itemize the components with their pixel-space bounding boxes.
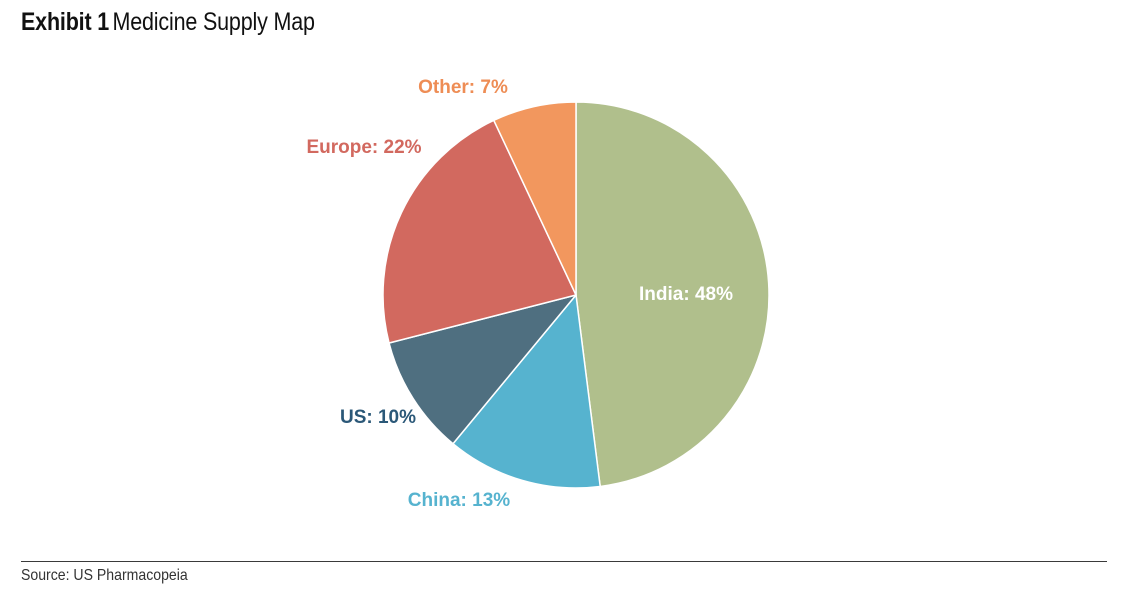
slice-label-china: China: 13% bbox=[408, 490, 511, 511]
footer-divider bbox=[21, 561, 1107, 562]
pie-slice-other bbox=[493, 101, 577, 296]
source-note: Source: US Pharmacopeia bbox=[21, 567, 188, 584]
pie-slice-india bbox=[575, 101, 770, 488]
pie-slice-europe bbox=[382, 119, 577, 344]
slice-label-us: US: 10% bbox=[340, 407, 416, 428]
slice-label-europe: Europe: 22% bbox=[306, 137, 421, 158]
pie-slice-china bbox=[452, 294, 601, 489]
slice-label-other: Other: 7% bbox=[418, 77, 508, 98]
pie-slice-us bbox=[388, 294, 577, 445]
exhibit-header: Exhibit 1 Medicine Supply Map bbox=[21, 8, 315, 37]
slice-label-india: India: 48% bbox=[639, 284, 733, 305]
exhibit-label: Exhibit 1 bbox=[21, 8, 110, 36]
pie-slices bbox=[382, 101, 770, 489]
chart-title: Medicine Supply Map bbox=[112, 8, 315, 36]
